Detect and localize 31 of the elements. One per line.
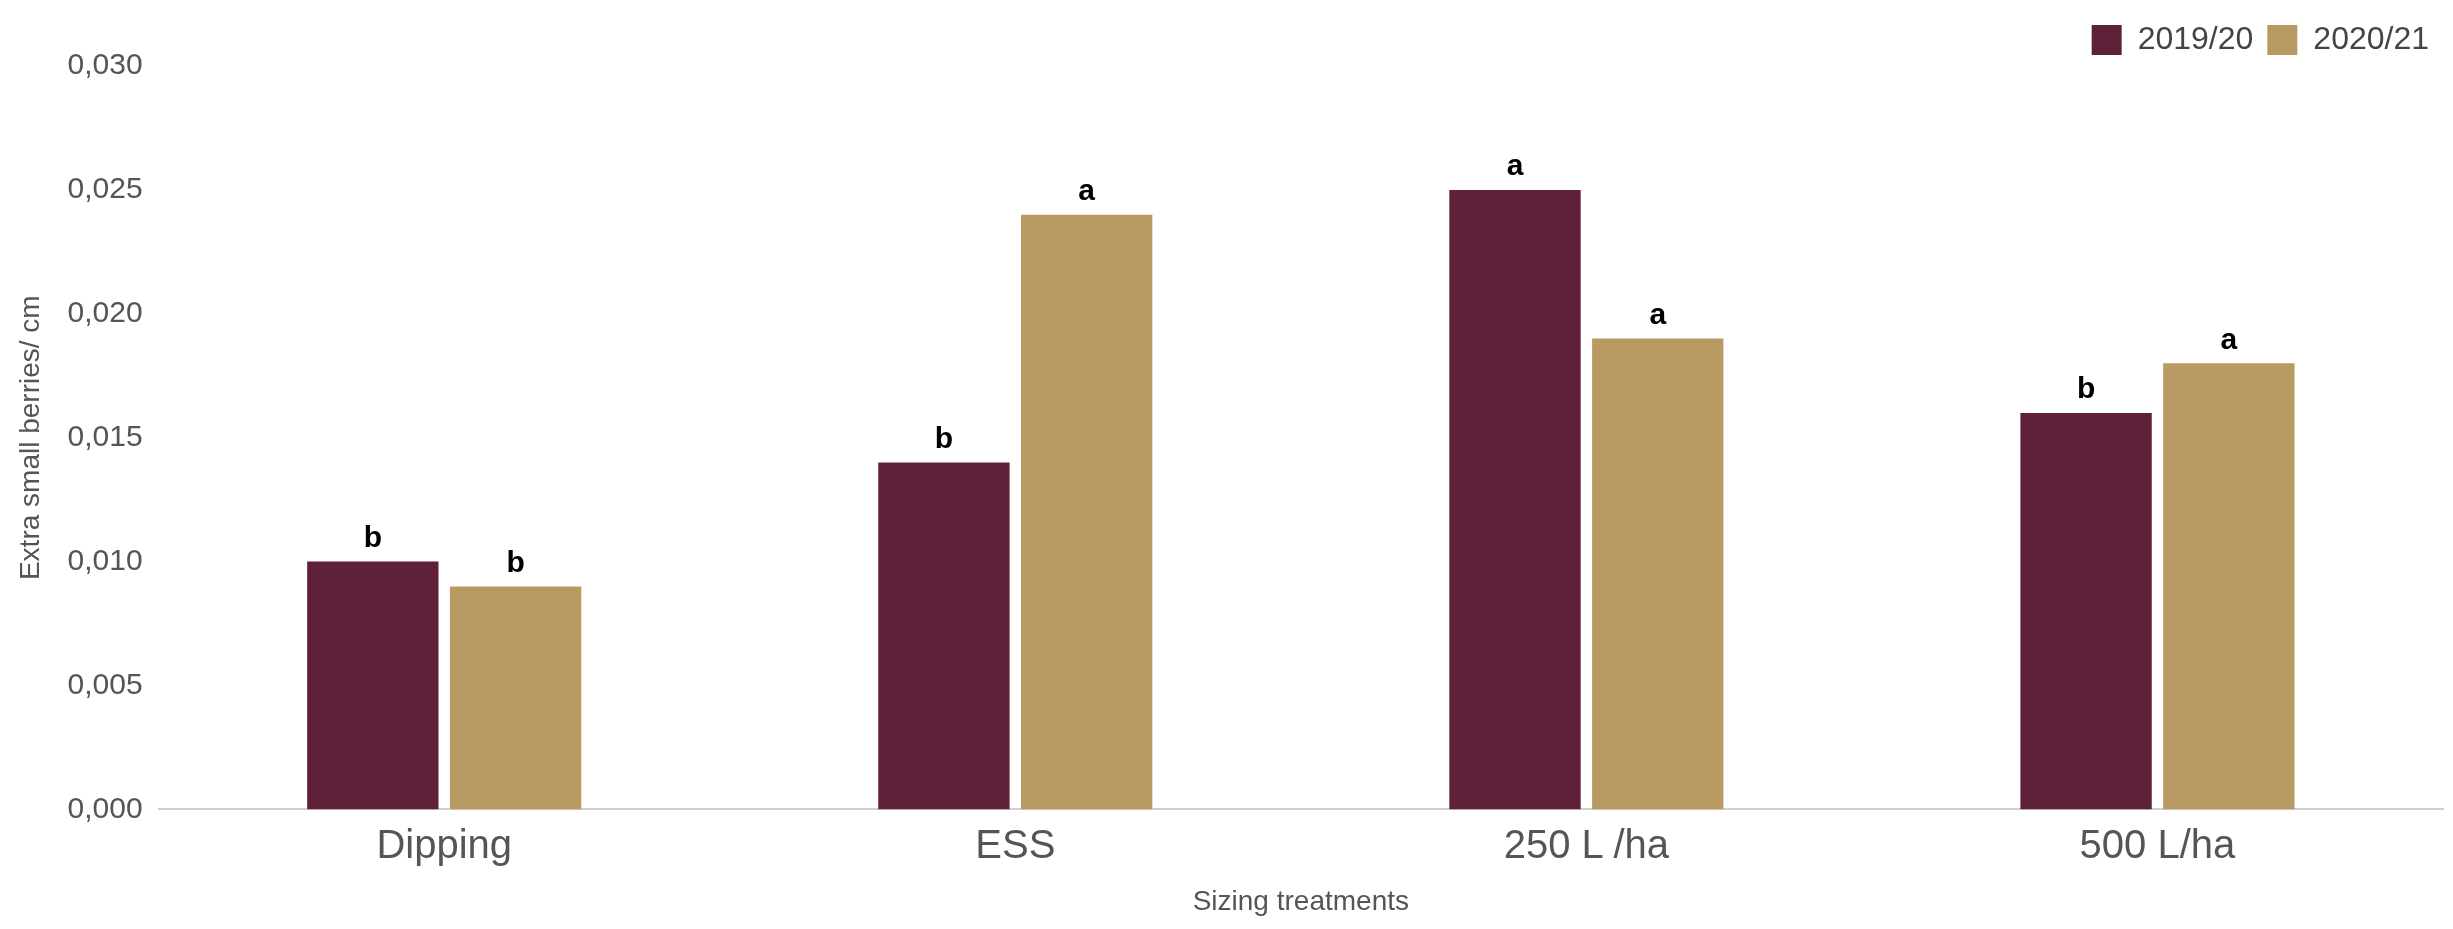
y-tick-label: 0,015 [67,418,143,452]
annotation: b [506,544,525,578]
bar [1592,338,1724,810]
annotation: a [2220,321,2238,355]
y-axis-title: Extra small berries/ cm [13,295,45,581]
annotation: b [934,420,954,454]
annotation: b [2076,371,2096,405]
bar [449,586,582,810]
y-tick-label: 0,025 [67,171,143,205]
x-tick-label: Dipping [376,822,513,867]
y-tick-label: 0,010 [67,542,143,576]
legend-label: 2020/21 [2313,19,2429,56]
y-tick-label: 0,005 [67,666,143,700]
bar [2163,363,2295,810]
bar [878,462,1010,810]
x-tick-label: 250 L /ha [1503,822,1670,867]
bar [1449,189,1581,810]
x-tick-label: 500 L/ha [2079,822,2237,867]
y-tick-label: 0,020 [67,295,143,329]
x-tick-label: ESS [975,822,1056,867]
annotation: a [1649,296,1667,330]
legend-label: 2019/20 [2137,19,2254,56]
x-axis-title: Sizing treatments [1192,884,1409,916]
bar [307,561,439,810]
y-tick-label: 0,000 [67,790,143,824]
bar [1021,214,1153,810]
annotation: a [1078,172,1096,206]
annotation: b [363,519,382,553]
annotation: a [1506,148,1524,182]
y-tick-label: 0,030 [67,47,143,81]
bar [2020,412,2152,810]
